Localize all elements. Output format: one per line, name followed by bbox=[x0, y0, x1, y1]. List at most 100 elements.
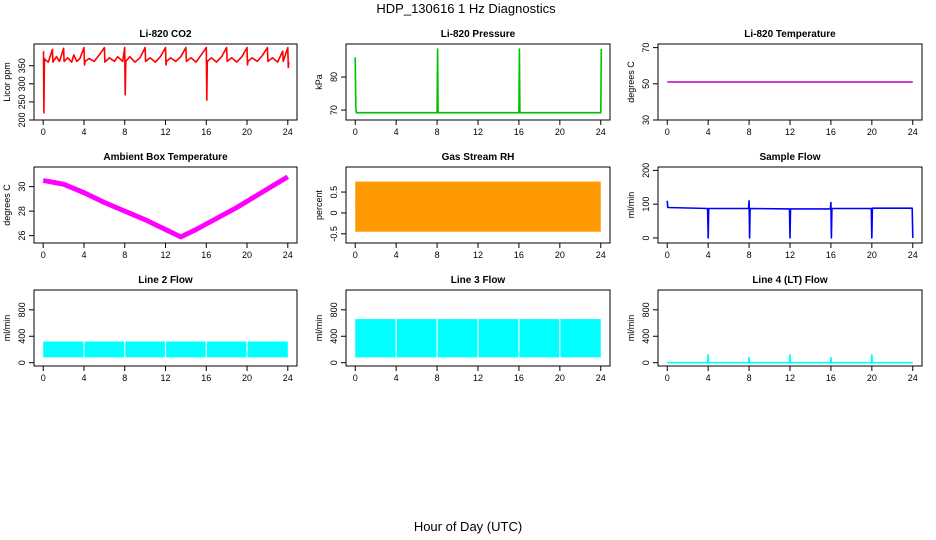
y-tick-label: 30 bbox=[641, 115, 651, 125]
x-tick-label: 16 bbox=[514, 250, 524, 260]
data-layer bbox=[354, 48, 603, 114]
x-tick-label: 0 bbox=[665, 250, 670, 260]
x-tick-label: 20 bbox=[867, 127, 877, 137]
x-tick-label: 16 bbox=[826, 127, 836, 137]
x-tick-label: 8 bbox=[435, 127, 440, 137]
x-tick-label: 20 bbox=[555, 250, 565, 260]
x-tick-label: 4 bbox=[81, 250, 86, 260]
x-tick-label: 12 bbox=[160, 127, 170, 137]
y-tick-label: 800 bbox=[17, 302, 27, 317]
y-tick-label: 0.5 bbox=[329, 186, 339, 199]
panel-3: Li-820 Temperature degrees C 0 4 8 12 16 20 24 30… bbox=[626, 29, 923, 137]
data-series-line bbox=[355, 202, 601, 207]
x-tick-label: 24 bbox=[908, 373, 918, 383]
data-layer bbox=[666, 200, 914, 239]
x-tick-label: 4 bbox=[394, 373, 399, 383]
y-tick-label: 400 bbox=[17, 329, 27, 344]
x-tick-label: 0 bbox=[41, 127, 46, 137]
y-tick-label: 0 bbox=[641, 235, 651, 240]
x-tick-label: 4 bbox=[81, 373, 86, 383]
y-axis-label: kPa bbox=[314, 74, 324, 90]
y-axis-label: ml/min bbox=[314, 315, 324, 342]
panel-grid: Li-820 CO2 Licor ppm 0 4 8 12 16 20 24 20 0 250 30 0 3… bbox=[2, 29, 923, 383]
x-tick-label: 24 bbox=[283, 250, 293, 260]
x-tick-label: 12 bbox=[473, 250, 483, 260]
x-tick-label: 24 bbox=[908, 127, 918, 137]
panel-title: Line 4 (LT) Flow bbox=[752, 275, 828, 286]
panel-title: Line 3 Flow bbox=[451, 275, 506, 286]
x-tick-label: 20 bbox=[242, 373, 252, 383]
y-tick-label: 50 bbox=[641, 79, 651, 89]
panel-title: Line 2 Flow bbox=[138, 275, 193, 286]
y-axis-label: ml/min bbox=[2, 315, 12, 342]
y-tick-label: 0 bbox=[17, 360, 27, 365]
x-tick-label: 12 bbox=[785, 127, 795, 137]
x-tick-label: 24 bbox=[283, 373, 293, 383]
x-tick-label: 12 bbox=[473, 127, 483, 137]
x-tick-label: 8 bbox=[747, 373, 752, 383]
x-tick-label: 24 bbox=[596, 250, 606, 260]
x-tick-label: 20 bbox=[242, 127, 252, 137]
x-tick-label: 16 bbox=[201, 127, 211, 137]
data-series-line bbox=[42, 46, 290, 114]
x-tick-label: 16 bbox=[826, 373, 836, 383]
data-series-line bbox=[42, 174, 290, 240]
x-tick-label: 0 bbox=[665, 127, 670, 137]
x-tick-label: 16 bbox=[201, 373, 211, 383]
figure-title: HDP_130616 1 Hz Diagnostics bbox=[376, 1, 556, 16]
y-tick-label: 0 bbox=[641, 360, 651, 365]
panel-6: Sample Flow ml/min 0 4 8 12 16 20 24 0 100 200 bbox=[626, 152, 923, 260]
x-tick-label: 4 bbox=[394, 127, 399, 137]
x-tick-label: 24 bbox=[596, 373, 606, 383]
panel-5: Gas Stream RH percent 0 4 8 12 16 20 24 -0.5 0 0.5 bbox=[314, 152, 611, 260]
x-tick-label: 12 bbox=[160, 250, 170, 260]
x-tick-label: 8 bbox=[435, 250, 440, 260]
panel-8: Line 3 Flow ml/min 0 4 8 12 16 20 24 0 400 800 bbox=[314, 275, 611, 383]
y-tick-label: 250 bbox=[17, 94, 27, 109]
y-tick-label: 800 bbox=[329, 302, 339, 317]
plot-frame bbox=[345, 43, 611, 121]
y-tick-label: -0.5 bbox=[329, 226, 339, 242]
panel-7: Line 2 Flow ml/min 0 4 8 12 16 20 24 0 400 800 bbox=[2, 275, 298, 383]
x-tick-label: 20 bbox=[242, 250, 252, 260]
y-tick-label: 0 bbox=[329, 360, 339, 365]
y-axis-label: degrees C bbox=[2, 184, 12, 226]
x-tick-label: 4 bbox=[81, 127, 86, 137]
data-series-line bbox=[666, 200, 914, 239]
data-band bbox=[355, 181, 601, 232]
y-tick-label: 30 bbox=[17, 182, 27, 192]
x-tick-label: 4 bbox=[706, 127, 711, 137]
panel-title: Li-820 Pressure bbox=[441, 29, 516, 40]
y-axis-label: percent bbox=[314, 189, 324, 220]
x-tick-label: 8 bbox=[122, 250, 127, 260]
x-tick-label: 16 bbox=[514, 373, 524, 383]
y-axis-label: Licor ppm bbox=[2, 62, 12, 102]
y-tick-label: 70 bbox=[641, 43, 651, 53]
data-layer bbox=[42, 46, 290, 114]
x-tick-label: 12 bbox=[785, 250, 795, 260]
data-series-line bbox=[354, 48, 603, 114]
data-series-line bbox=[667, 353, 913, 364]
y-axis-label: ml/min bbox=[626, 192, 636, 219]
y-tick-label: 28 bbox=[17, 206, 27, 216]
data-layer bbox=[43, 341, 288, 358]
x-tick-label: 8 bbox=[747, 127, 752, 137]
y-tick-label: 100 bbox=[641, 197, 651, 212]
data-layer bbox=[42, 174, 290, 240]
x-tick-label: 12 bbox=[160, 373, 170, 383]
x-tick-label: 24 bbox=[908, 250, 918, 260]
panel-title: Li-820 CO2 bbox=[139, 29, 192, 40]
panel-1: Li-820 CO2 Licor ppm 0 4 8 12 16 20 24 200 250 300 3… bbox=[2, 29, 298, 137]
x-tick-label: 0 bbox=[353, 250, 358, 260]
y-tick-label: 800 bbox=[641, 302, 651, 317]
panel-title: Gas Stream RH bbox=[442, 152, 515, 163]
y-tick-label: 70 bbox=[329, 105, 339, 115]
x-tick-label: 24 bbox=[283, 127, 293, 137]
y-axis-label: ml/min bbox=[626, 315, 636, 342]
data-layer bbox=[355, 319, 601, 358]
x-tick-label: 4 bbox=[394, 250, 399, 260]
x-tick-label: 4 bbox=[706, 250, 711, 260]
x-tick-label: 20 bbox=[867, 373, 877, 383]
x-tick-label: 12 bbox=[473, 373, 483, 383]
